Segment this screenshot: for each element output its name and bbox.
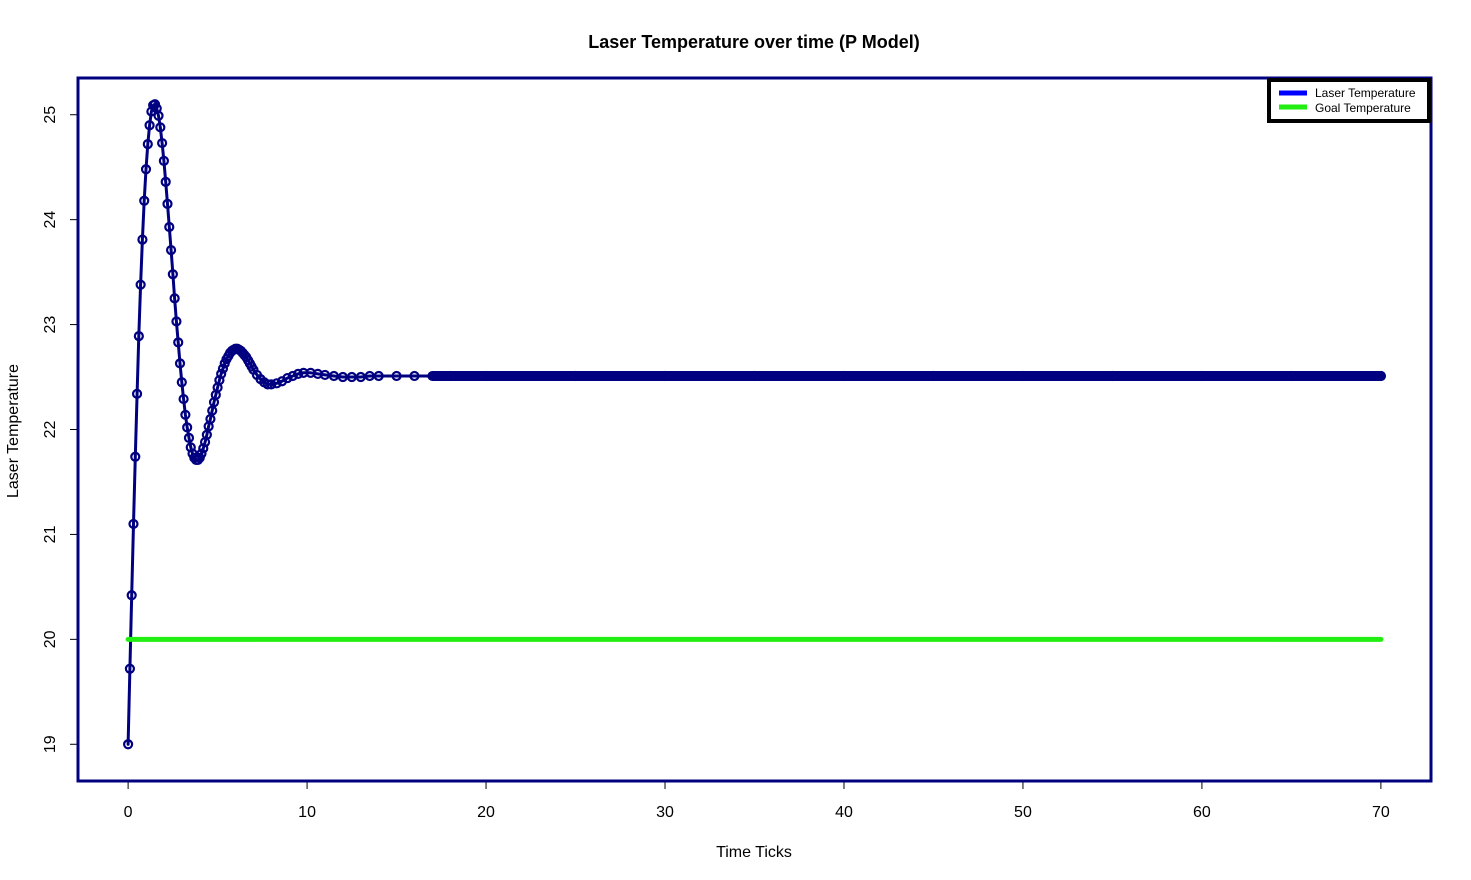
laser-temperature-point [124,663,136,674]
laser-temperature-point [838,370,850,382]
laser-temperature-point [178,393,189,405]
x-tick-label: 70 [1372,804,1390,821]
series-layer [123,99,1386,750]
laser-temperature-point [570,370,581,382]
laser-temperature-point [167,269,178,280]
x-tick-label: 40 [835,804,853,821]
laser-temperature-point [176,377,187,388]
laser-temperature-point [282,372,293,384]
y-axis-label: Laser Temperature [5,364,22,498]
y-tick-label: 23 [42,316,59,334]
x-tick-label: 10 [298,804,316,821]
laser-temperature-point [157,137,168,149]
laser-temperature-point [180,409,191,420]
laser-temperature-point [185,442,196,453]
y-tick-label: 19 [42,735,59,753]
laser-temperature-point [391,370,402,382]
laser-temperature-point [216,368,227,379]
laser-temperature-point [1107,370,1118,382]
y-tick-label: 20 [42,630,59,648]
laser-temperature-point [171,316,182,327]
laser-temperature-point [196,448,207,459]
laser-temperature-point [182,422,193,433]
x-tick-label: 60 [1193,804,1211,821]
laser-temperature-point [158,155,170,166]
laser-temperature-point [1286,370,1297,382]
laser-temperature-point [266,379,277,390]
y-tick-label: 25 [42,106,59,124]
laser-temperature-point [480,370,492,382]
axis-layer: 0 10 20 30 40 50 60 70 19 20 21 22 23 24 25 [42,106,1390,821]
laser-temperature-point [174,358,186,369]
laser-temperature-point [659,370,671,382]
laser-temperature-point [135,279,146,290]
laser-temperature-point [126,590,137,601]
laser-temperature-point [155,122,166,133]
plot-frame [76,76,1433,783]
x-axis-label: Time Ticks [716,844,792,861]
y-tick-label: 24 [42,211,59,229]
laser-temperature-point [123,739,134,750]
laser-temperature-point [144,120,155,131]
laser-temperature-point [164,221,175,233]
laser-temperature-point [173,337,184,348]
x-tick-label: 20 [477,804,495,821]
laser-temperature-point [409,370,420,382]
laser-temperature-point [293,368,304,379]
legend: Laser Temperature Goal Temperature [1267,78,1431,123]
laser-temperature-point [183,432,195,443]
laser-temperature-point [162,198,173,210]
x-tick-label: 0 [124,804,133,821]
laser-temperature-point [217,363,229,374]
laser-temperature-point [153,110,164,121]
laser-temperature-point [165,244,177,256]
laser-temperature-point [445,370,456,382]
laser-temperature-point [749,370,760,382]
laser-temperature-point [131,388,143,399]
laser-temperature-point [130,451,141,462]
laser-temperature-point [128,518,139,530]
laser-temperature-point [137,234,148,245]
chart-title: Laser Temperature over time (P Model) [588,32,919,52]
laser-temperature-point [169,293,180,304]
laser-temperature-point [928,370,939,382]
laser-temperature-point [142,139,153,150]
legend-label-laser-temperature: Laser Temperature [1315,86,1416,100]
laser-temperature-point [214,375,225,386]
x-tick-label: 50 [1014,804,1032,821]
laser-temperature-point [373,370,384,382]
laser-temperature-point [133,331,144,342]
laser-temperature-line [126,102,1383,746]
laser-temperature-point [160,176,171,187]
laser-temperature-point [1196,370,1208,382]
y-tick-label: 21 [42,525,59,543]
x-tick-label: 30 [656,804,674,821]
legend-box [1267,78,1431,123]
laser-temperature-point [287,370,298,382]
laser-temperature-point [139,195,150,206]
laser-temperature-point [1375,370,1386,382]
legend-label-goal-temperature: Goal Temperature [1315,101,1411,115]
laser-temperature-point [140,164,152,175]
laser-temperature-point [1017,370,1029,382]
laser-temperature-point [198,443,209,454]
laser-temperature-point [271,378,282,389]
y-tick-label: 22 [42,421,59,439]
